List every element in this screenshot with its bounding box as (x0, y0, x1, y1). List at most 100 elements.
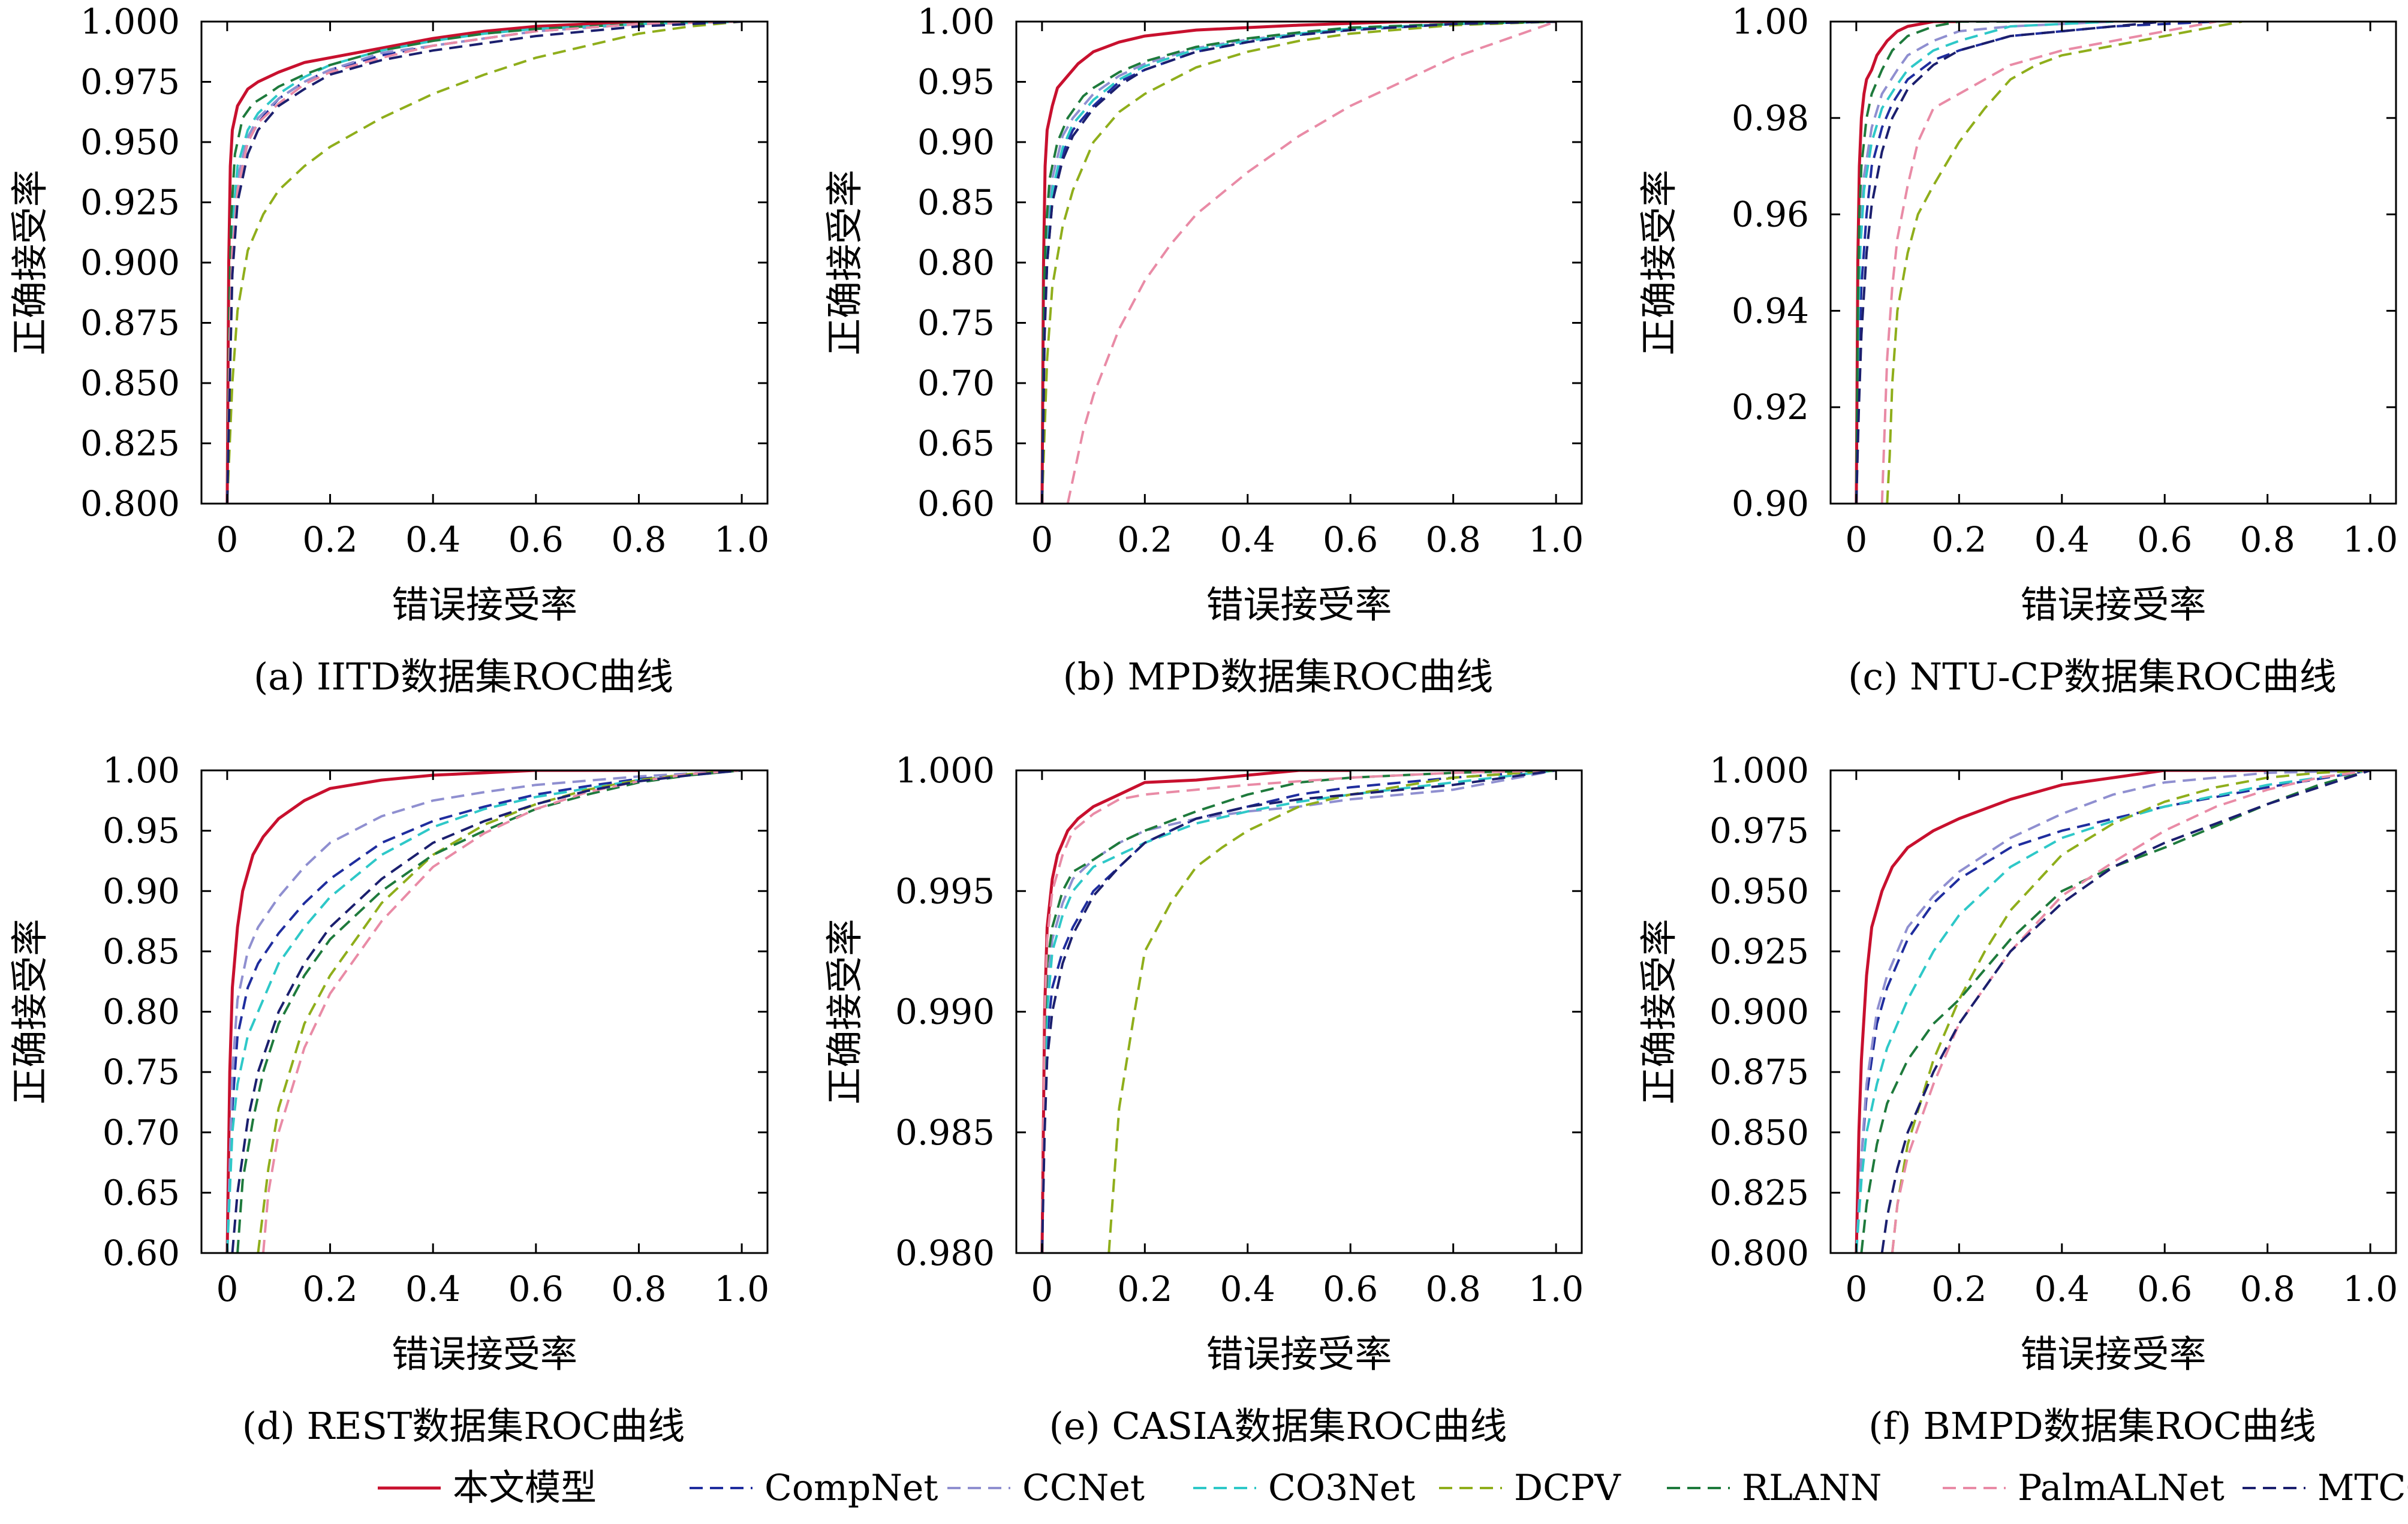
series-line-5-6 (1040, 770, 1557, 1253)
y-axis-label-1: 正确接受率 (8, 170, 52, 356)
x-axis-label-6: 错误接受率 (2020, 1332, 2206, 1376)
y-tick-label-4-3: 0.75 (103, 1052, 180, 1092)
legend-label-5: DCPV (1514, 1467, 1621, 1509)
series-line-5-2 (1040, 770, 1557, 1253)
y-tick-label-6-8: 1.000 (1709, 750, 1809, 791)
y-tick-label-3-3: 0.96 (1732, 194, 1809, 235)
y-axis-label-5: 正确接受率 (823, 918, 866, 1104)
x-tick-label-2-0: 0 (1031, 519, 1053, 560)
x-tick-label-6-2: 0.4 (2034, 1269, 2090, 1309)
y-tick-label-6-1: 0.825 (1709, 1172, 1809, 1213)
y-tick-label-1-1: 0.825 (80, 423, 180, 464)
y-tick-label-2-2: 0.70 (917, 363, 995, 403)
x-tick-label-4-2: 0.4 (405, 1269, 460, 1309)
series-line-1-6 (225, 22, 742, 504)
y-tick-label-4-7: 0.95 (103, 811, 180, 851)
series-line-2-8 (1040, 22, 1557, 504)
series-line-4-6 (236, 770, 742, 1253)
plot-frame-5 (1015, 769, 1583, 1254)
series-line-6-8 (1880, 770, 2371, 1253)
x-axis-label-3: 错误接受率 (2020, 583, 2206, 627)
x-tick-label-3-2: 0.4 (2034, 519, 2090, 560)
subplot-caption-1: (a) IITD数据集ROC曲线 (254, 655, 673, 698)
x-tick-label-4-5: 1.0 (714, 1269, 769, 1309)
x-tick-label-5-3: 0.6 (1323, 1269, 1378, 1309)
x-tick-label-3-5: 1.0 (2343, 519, 2398, 560)
series-line-1-7 (225, 22, 742, 504)
series-line-5-8 (1040, 770, 1557, 1253)
series-line-2-4 (1040, 22, 1557, 504)
series-line-6-5 (1891, 770, 2371, 1253)
legend-label-8: MTCC (2317, 1467, 2408, 1509)
series-line-3-7 (1880, 22, 2217, 504)
series-line-2-7 (1066, 22, 1557, 504)
x-tick-label-1-5: 1.0 (714, 519, 769, 560)
series-line-4-1 (225, 770, 639, 1253)
x-tick-label-4-0: 0 (216, 1269, 238, 1309)
series-line-6-7 (1891, 770, 2371, 1253)
x-tick-label-6-1: 0.2 (1931, 1269, 1986, 1309)
y-tick-label-2-4: 0.80 (917, 242, 995, 283)
series-line-6-1 (1855, 770, 2268, 1253)
y-axis-label-6: 正确接受率 (1637, 918, 1681, 1104)
subplot-caption-4: (d) REST数据集ROC曲线 (242, 1404, 685, 1448)
y-tick-label-1-4: 0.900 (80, 242, 180, 283)
y-tick-label-2-0: 0.60 (917, 483, 995, 524)
y-tick-label-4-4: 0.80 (103, 992, 180, 1032)
y-tick-label-1-8: 1.000 (80, 1, 180, 42)
subplot-caption-2: (b) MPD数据集ROC曲线 (1063, 655, 1494, 698)
x-axis-label-5: 错误接受率 (1206, 1332, 1392, 1376)
x-tick-label-3-1: 0.2 (1931, 519, 1986, 560)
subplot-caption-3: (c) NTU-CP数据集ROC曲线 (1848, 655, 2337, 698)
series-line-3-2 (1855, 22, 2217, 504)
series-line-3-6 (1855, 22, 2010, 504)
series-line-1-4 (225, 22, 742, 504)
series-line-2-2 (1040, 22, 1557, 504)
series-line-4-7 (262, 770, 742, 1253)
series-line-5-7 (1040, 770, 1557, 1253)
x-tick-label-1-0: 0 (216, 519, 238, 560)
y-tick-label-1-2: 0.850 (80, 363, 180, 403)
x-tick-label-1-3: 0.6 (508, 519, 564, 560)
series-line-4-3 (225, 770, 742, 1253)
series-line-3-5 (1886, 22, 2243, 504)
y-tick-label-1-6: 0.950 (80, 122, 180, 162)
x-tick-label-5-2: 0.4 (1220, 1269, 1275, 1309)
y-tick-label-2-6: 0.90 (917, 122, 995, 162)
x-tick-label-3-0: 0 (1845, 519, 1867, 560)
y-tick-label-4-1: 0.65 (103, 1172, 180, 1213)
series-line-4-4 (225, 770, 742, 1253)
legend-label-6: RLANN (1742, 1467, 1882, 1509)
y-tick-label-1-5: 0.925 (80, 182, 180, 223)
series-line-6-3 (1855, 770, 2371, 1253)
plot-frame-2 (1015, 20, 1583, 505)
series-line-6-4 (1855, 770, 2371, 1253)
x-tick-label-3-3: 0.6 (2137, 519, 2192, 560)
x-axis-label-4: 错误接受率 (392, 1332, 577, 1376)
y-axis-label-4: 正确接受率 (8, 918, 52, 1104)
series-line-2-6 (1040, 22, 1557, 504)
y-tick-label-5-1: 0.985 (895, 1112, 995, 1153)
y-tick-label-4-6: 0.90 (103, 871, 180, 911)
series-line-5-1 (1040, 770, 1351, 1253)
y-tick-label-2-8: 1.00 (917, 1, 995, 42)
y-tick-label-3-2: 0.94 (1732, 290, 1809, 331)
series-line-2-3 (1040, 22, 1557, 504)
plot-frame-1 (200, 20, 769, 505)
y-axis-label-3: 正确接受率 (1637, 170, 1681, 356)
y-tick-label-3-0: 0.90 (1732, 483, 1809, 524)
series-line-1-8 (225, 22, 742, 504)
y-tick-label-5-2: 0.990 (895, 992, 995, 1032)
series-line-2-5 (1040, 22, 1557, 504)
x-tick-label-6-3: 0.6 (2137, 1269, 2192, 1309)
y-tick-label-1-3: 0.875 (80, 303, 180, 344)
y-tick-label-6-6: 0.950 (1709, 871, 1809, 911)
y-tick-label-6-7: 0.975 (1709, 811, 1809, 851)
x-tick-label-5-5: 1.0 (1528, 1269, 1584, 1309)
y-tick-label-2-7: 0.95 (917, 62, 995, 103)
x-tick-label-5-4: 0.8 (1426, 1269, 1481, 1309)
y-tick-label-2-5: 0.85 (917, 182, 995, 223)
x-tick-label-2-5: 1.0 (1528, 519, 1584, 560)
legend-label-4: CO3Net (1268, 1467, 1415, 1509)
y-tick-label-6-4: 0.900 (1709, 992, 1809, 1032)
